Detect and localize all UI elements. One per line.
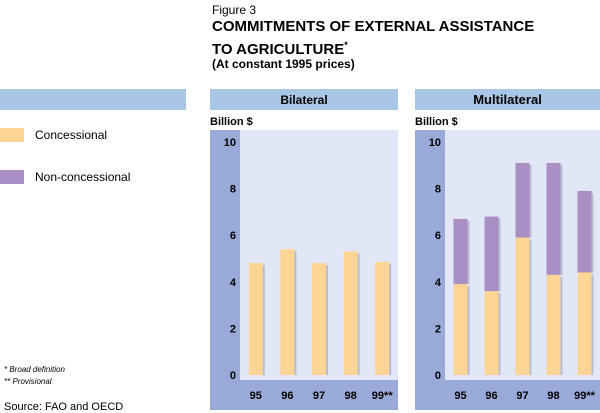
multilateral-bar-shadow [560, 164, 563, 275]
multilateral-bar-shadow [467, 286, 470, 375]
bilateral-bar-concessional [280, 249, 295, 375]
multilateral-bar-concessional [453, 284, 468, 375]
multilateral-y-tick-label: 10 [429, 137, 441, 149]
multilateral-x-tick-label: 96 [485, 390, 497, 402]
multilateral-y-axis-strip [415, 130, 445, 380]
bilateral-y-tick-label: 8 [230, 184, 236, 196]
multilateral-y-tick-label: 2 [435, 323, 441, 335]
bilateral-chart: 0 2 4 6 8 10 95 96 97 98 99** [210, 130, 398, 410]
multilateral-bar-concessional [484, 291, 499, 375]
bilateral-bar-concessional [375, 261, 390, 375]
bilateral-x-tick-label: 99** [372, 390, 394, 402]
title-footnote-mark: * [344, 40, 348, 50]
legend-label-non-concessional: Non-concessional [35, 170, 131, 184]
bilateral-bar-shadow [294, 251, 297, 375]
footnote-broad-definition: * Broad definition [4, 365, 65, 374]
multilateral-y-tick-label: 0 [435, 370, 441, 382]
bilateral-bar-shadow [357, 253, 360, 375]
multilateral-bar-non-concessional [577, 190, 592, 273]
bilateral-x-tick-label: 96 [281, 390, 293, 402]
multilateral-bar-shadow [591, 192, 594, 273]
panel-title-multilateral: Multilateral [473, 92, 542, 107]
panel-header-multilateral: Multilateral [415, 89, 600, 110]
bilateral-x-tick-label: 95 [250, 390, 262, 402]
bilateral-y-axis-strip [210, 130, 240, 380]
multilateral-x-tick-label: 95 [454, 390, 466, 402]
multilateral-bar-non-concessional [546, 162, 561, 275]
chart-title-line2: TO AGRICULTURE* [212, 36, 597, 59]
footnote-provisional: ** Provisional [4, 377, 52, 386]
bilateral-bar-shadow [326, 265, 328, 375]
multilateral-bar-shadow [529, 239, 532, 375]
multilateral-bar-shadow [529, 164, 532, 238]
legend-swatch-non-concessional [0, 170, 24, 184]
chart-title-line1: COMMITMENTS OF EXTERNAL ASSISTANCE [212, 18, 535, 35]
chart-title-line2-text: TO AGRICULTURE [212, 41, 345, 58]
multilateral-y-tick-label: 6 [435, 230, 441, 242]
panel-title-bilateral: Bilateral [280, 92, 328, 107]
multilateral-bar-non-concessional [484, 216, 499, 292]
multilateral-bar-concessional [515, 237, 530, 375]
multilateral-bar-non-concessional [453, 218, 468, 285]
source-note: Source: FAO and OECD [4, 401, 124, 413]
multilateral-bar-shadow [498, 293, 501, 375]
multilateral-bar-shadow [498, 218, 501, 292]
multilateral-y-tick-label: 4 [435, 277, 442, 289]
multilateral-bar-shadow [560, 276, 563, 375]
bilateral-x-tick-label: 97 [313, 390, 325, 402]
bilateral-x-tick-label: 98 [344, 390, 356, 402]
multilateral-y-tick-label: 8 [435, 184, 441, 196]
bilateral-y-tick-label: 0 [230, 370, 236, 382]
bilateral-y-tick-label: 4 [230, 277, 237, 289]
bilateral-x-axis-strip [210, 380, 398, 410]
bilateral-bar-shadow [389, 263, 392, 375]
legend-header-bar [0, 89, 186, 110]
unit-label-multilateral: Billion $ [415, 116, 458, 128]
multilateral-x-tick-label: 97 [516, 390, 528, 402]
figure-label: Figure 3 [212, 3, 257, 17]
unit-label-bilateral: Billion $ [210, 116, 253, 128]
bilateral-y-tick-label: 2 [230, 323, 236, 335]
multilateral-bar-non-concessional [515, 162, 530, 238]
multilateral-bar-shadow [467, 220, 470, 285]
multilateral-bar-shadow [591, 274, 594, 375]
bilateral-y-tick-label: 10 [224, 137, 236, 149]
multilateral-x-tick-label: 98 [547, 390, 559, 402]
bilateral-bar-concessional [343, 251, 358, 375]
bilateral-bar-concessional [248, 263, 263, 375]
bilateral-y-tick-label: 6 [230, 230, 236, 242]
legend-label-concessional: Concessional [35, 128, 108, 142]
multilateral-bar-concessional [577, 272, 592, 375]
multilateral-x-tick-label: 99** [574, 390, 596, 402]
multilateral-x-axis-strip [415, 380, 600, 410]
chart-subtitle: (At constant 1995 prices) [212, 57, 355, 71]
legend-swatch-concessional [0, 128, 24, 142]
panel-header-bilateral: Bilateral [210, 89, 398, 110]
bilateral-bar-concessional [312, 263, 326, 375]
multilateral-bar-concessional [546, 274, 561, 375]
chart-title: COMMITMENTS OF EXTERNAL ASSISTANCE TO AG… [212, 17, 597, 59]
multilateral-chart: 0 2 4 6 8 10 95 96 97 98 99** [415, 130, 600, 410]
bilateral-bar-shadow [262, 265, 265, 375]
